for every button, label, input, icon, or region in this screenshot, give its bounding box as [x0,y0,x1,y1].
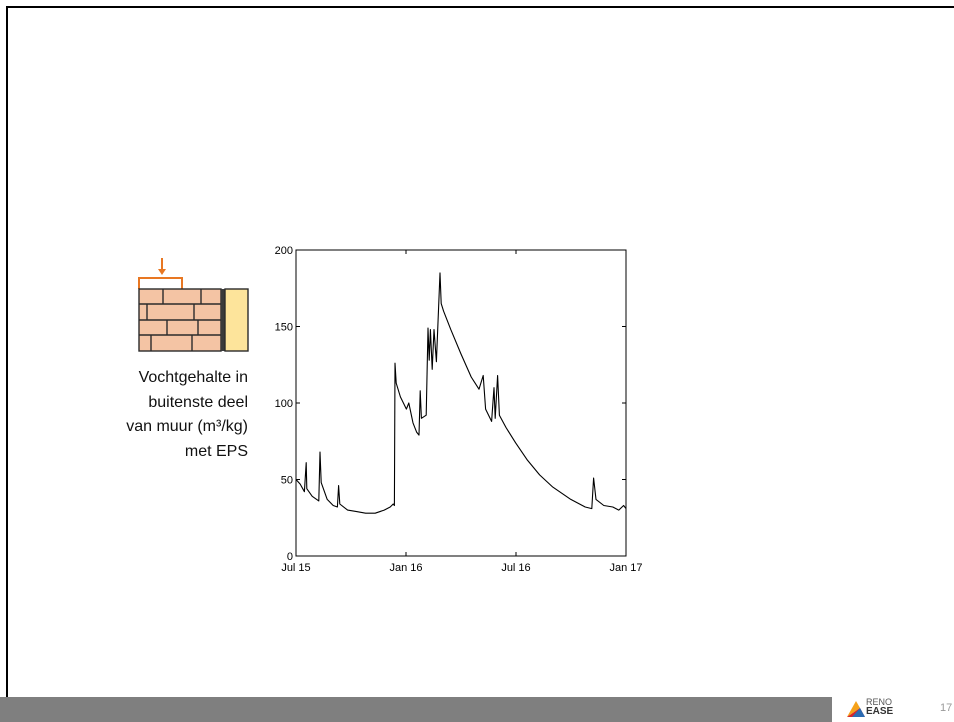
caption-line: met EPS [184,442,248,460]
footer-bar [0,697,832,722]
series-line [295,272,627,514]
y-tick-label: 0 [287,551,293,563]
y-tick-label: 200 [275,245,293,257]
x-tick-label: Jan 17 [609,562,642,574]
caption-line: buitenste deel [148,393,248,411]
renoease-logo-icon [847,701,865,717]
page-number: 17 [940,702,953,714]
logo-line1: RENO [866,697,893,707]
eps-insulation-layer [224,288,249,352]
plaster-layer [221,289,225,351]
orange-bracket-icon [138,258,183,289]
arrow-down-icon [158,269,166,275]
caption-line: Vochtgehalte in [138,369,248,386]
x-tick-label: Jan 16 [389,562,422,574]
y-tick-label: 50 [281,475,293,487]
slide: Vochtgehalte in buitenste deel van muur … [6,6,954,722]
plot-frame [295,249,627,557]
chart-caption: Vochtgehalte in buitenste deel van muur … [48,366,248,464]
brick-wall-diagram [138,258,249,352]
caption-line: van muur (m³/kg) [126,418,248,435]
y-tick-label: 100 [275,398,293,410]
moisture-line-chart: 0 50 100 150 200 Jul 15 Jan 16 Jul 16 Jan 17 [275,245,643,574]
x-tick-label: Jul 15 [281,562,310,574]
y-tick-label: 150 [275,322,293,334]
x-tick-label: Jul 16 [501,562,530,574]
logo-line2: EASE [866,706,894,717]
logo-text: RENO EASE [866,697,894,717]
